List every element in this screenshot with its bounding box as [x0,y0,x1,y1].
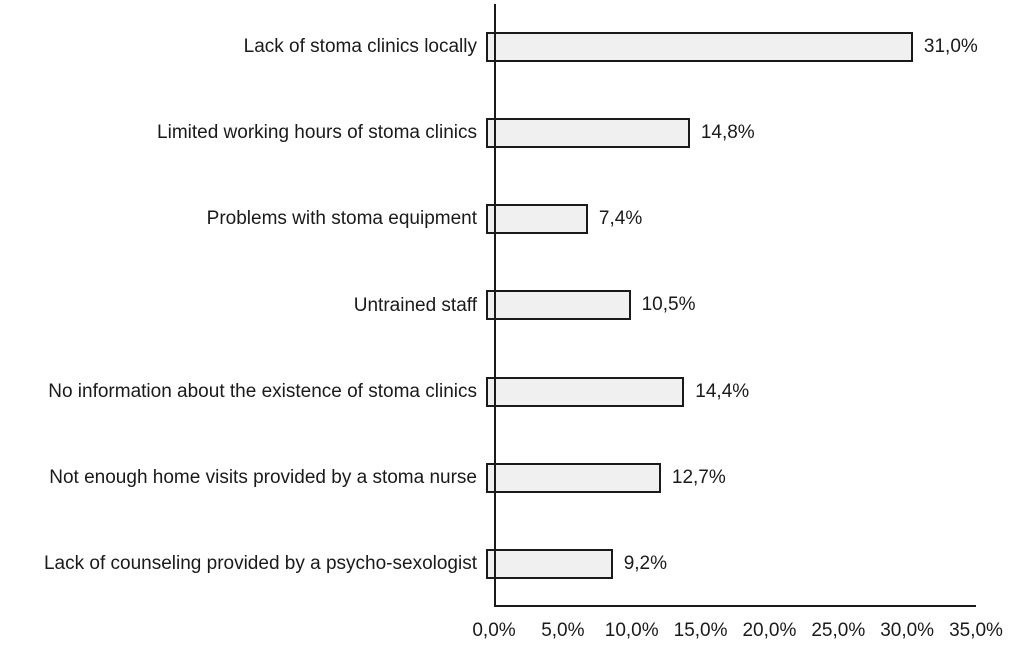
bar [486,32,913,63]
value-label: 14,4% [695,380,750,402]
category-label: Limited working hours of stoma clinics [157,122,477,144]
bar [486,462,661,493]
category-label: Lack of stoma clinics locally [243,36,477,58]
x-tick-label: 30,0% [880,620,935,641]
value-label: 9,2% [623,552,667,574]
x-tick-label: 35,0% [949,620,1003,641]
x-tick-label: 25,0% [811,620,866,641]
bar-track: 9,2% [486,521,968,607]
bar [486,118,690,149]
value-label: 31,0% [923,36,978,58]
value-label: 14,8% [700,122,755,144]
category-label: Not enough home visits provided by a sto… [49,466,477,488]
chart-row: Problems with stoma equipment 7,4% [0,176,976,262]
bar-track: 10,5% [486,262,968,348]
bar-track: 7,4% [486,176,968,262]
chart-row: No information about the existence of st… [0,349,976,435]
bar [486,204,588,235]
bar-track: 31,0% [486,4,978,90]
chart-row: Not enough home visits provided by a sto… [0,435,976,521]
category-label: Problems with stoma equipment [206,208,477,230]
bar [486,290,631,321]
plot-area: Lack of stoma clinics locally 31,0% Limi… [0,4,978,607]
category-label: Untrained staff [353,294,477,316]
bar [486,376,685,407]
x-tick-label: 5,0% [541,620,585,641]
x-tick-label: 15,0% [673,620,728,641]
chart-row: Lack of counseling provided by a psycho-… [0,521,976,607]
value-label: 12,7% [671,466,726,488]
bar-track: 14,4% [486,349,968,435]
value-label: 10,5% [641,294,696,316]
category-label: No information about the existence of st… [48,380,477,402]
bar [486,548,613,579]
chart-row: Untrained staff 10,5% [0,262,976,348]
chart-row: Lack of stoma clinics locally 31,0% [0,4,978,90]
x-tick-label: 20,0% [742,620,797,641]
chart-row: Limited working hours of stoma clinics 1… [0,90,976,176]
x-tick-label: 0,0% [472,620,516,641]
x-tick-label: 10,0% [604,620,659,641]
x-axis-ticks: 0,0% 5,0% 10,0% 15,0% 20,0% 25,0% 30,0% 35,0% [472,620,1003,650]
bar-track: 14,8% [486,90,968,176]
x-axis-line [494,605,976,607]
category-label: Lack of counseling provided by a psycho-… [43,552,477,574]
y-axis-line [494,4,496,607]
bar-track: 12,7% [486,435,968,521]
value-label: 7,4% [598,208,643,230]
